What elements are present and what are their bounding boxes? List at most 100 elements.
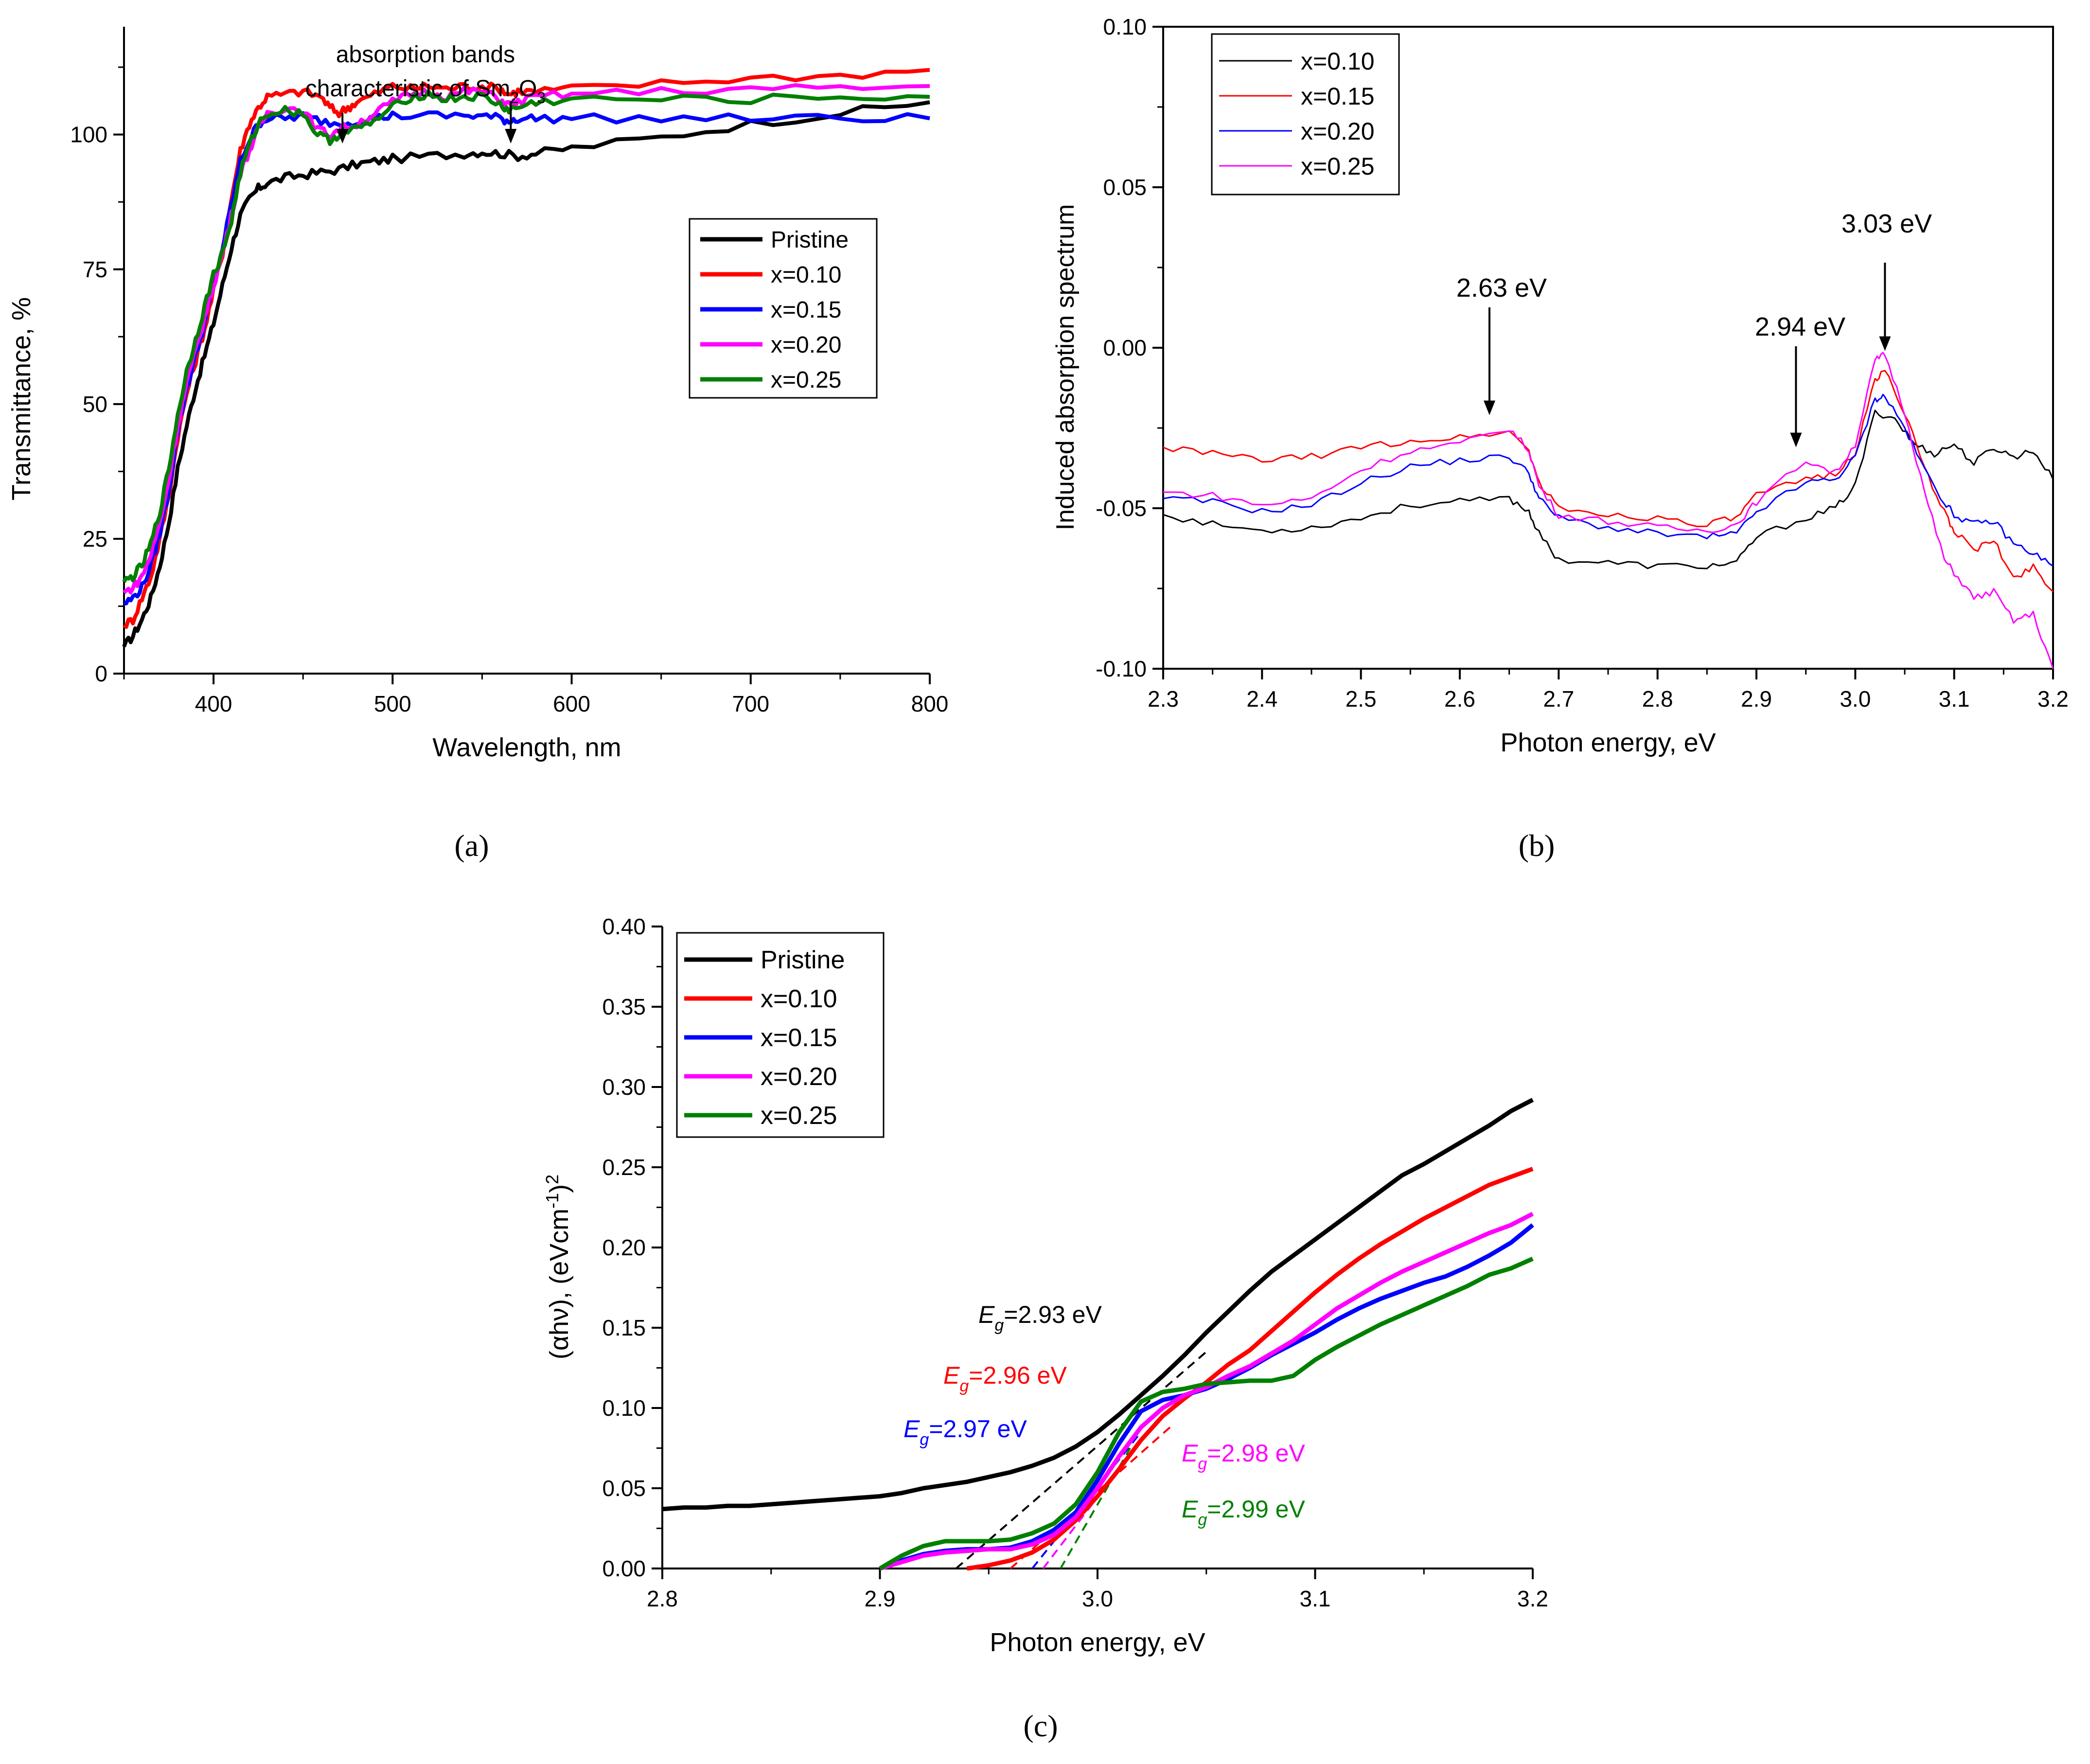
a-legend-label-x-0-10: x=0.10 bbox=[771, 262, 841, 288]
c-series-line-x-0-10 bbox=[966, 1167, 1534, 1571]
c-tangent-line-5 bbox=[1060, 1447, 1131, 1569]
c-annotation-value: =2.93 eV bbox=[1004, 1301, 1102, 1328]
c-annotation-e: E bbox=[1182, 1496, 1198, 1523]
c-legend-label-pristine: Pristine bbox=[761, 946, 845, 974]
panel-a-caption: (a) bbox=[454, 828, 489, 863]
b-x-tick-label: 3.1 bbox=[1939, 686, 1970, 712]
c-annotation-e: E bbox=[978, 1301, 995, 1328]
b-x-tick-label: 3.0 bbox=[1840, 686, 1871, 712]
b-y-tick-label: 0.00 bbox=[1103, 335, 1147, 360]
a-y-tick-label: 0 bbox=[95, 661, 107, 686]
b-series-line-x-0-10 bbox=[1163, 410, 2054, 570]
b-y-tick-label: 0.10 bbox=[1103, 14, 1147, 39]
c-x-tick-label: 2.9 bbox=[865, 1586, 896, 1611]
b-y-tick-label: -0.05 bbox=[1096, 496, 1147, 521]
b-series-line-x-0-25 bbox=[1163, 352, 2054, 669]
c-x-tick-label: 2.8 bbox=[647, 1586, 678, 1611]
a-annotation-arrow-2-head bbox=[505, 129, 517, 143]
c-annotation-eg-2-96-ev: Eg=2.96 eV bbox=[943, 1362, 1067, 1395]
panel-b-induced-absorption-chart: 2.3 2.4 2.5 2.6 2.7 2.8 2.9 3.0 3.1 3.2 Photon ene… bbox=[1051, 14, 2069, 757]
c-y-axis-label-prefix: (αhν), (eVcm bbox=[545, 1209, 574, 1359]
b-legend-label-x-0-25: x=0.25 bbox=[1301, 153, 1375, 180]
a-y-tick-label: 50 bbox=[83, 392, 107, 417]
b-annotation-2-63-ev: 2.63 eV bbox=[1456, 273, 1547, 303]
c-y-tick-label: 0.15 bbox=[602, 1315, 646, 1340]
c-annotation-value: =2.98 eV bbox=[1207, 1440, 1305, 1467]
c-annotation-value: =2.97 eV bbox=[929, 1415, 1027, 1443]
c-annotation-subscript-g: g bbox=[920, 1430, 929, 1449]
c-x-tick-label: 3.2 bbox=[1517, 1586, 1548, 1611]
c-annotation-e: E bbox=[1182, 1440, 1198, 1467]
c-y-axis-label-close: ) bbox=[545, 1184, 574, 1193]
c-annotation-e: E bbox=[943, 1362, 960, 1389]
a-y-tick-label: 75 bbox=[83, 257, 107, 282]
b-y-tick-label: -0.10 bbox=[1096, 656, 1147, 681]
c-annotation-subscript-g: g bbox=[994, 1316, 1004, 1335]
b-series-line-x-0-15 bbox=[1163, 370, 2054, 592]
c-legend-box bbox=[676, 932, 885, 1138]
c-annotation-subscript-g: g bbox=[1198, 1455, 1207, 1473]
b-x-tick-label: 3.2 bbox=[2037, 686, 2069, 712]
a-annotation-o: O bbox=[519, 76, 537, 102]
a-legend-label-x-0-20: x=0.20 bbox=[771, 332, 841, 358]
b-y-axis-label: Induced absorption spectrum bbox=[1051, 204, 1080, 531]
panel-b-caption: (b) bbox=[1519, 828, 1555, 863]
a-x-tick-label: 500 bbox=[374, 691, 411, 716]
c-annotation-value: =2.99 eV bbox=[1207, 1496, 1305, 1523]
c-y-tick-label: 0.10 bbox=[602, 1395, 646, 1421]
b-series-line-x-0-20 bbox=[1163, 393, 2054, 567]
c-series-line-x-0-20 bbox=[879, 1212, 1534, 1571]
b-legend-label-x-0-15: x=0.15 bbox=[1301, 83, 1375, 110]
c-annotation-eg-2-99-ev: Eg=2.99 eV bbox=[1182, 1496, 1305, 1529]
b-annotation-3-03-ev: 3.03 eV bbox=[1842, 209, 1932, 238]
a-legend-label-pristine: Pristine bbox=[771, 227, 849, 253]
a-annotation-line1: absorption bands bbox=[336, 42, 515, 68]
a-x-tick-label: 400 bbox=[195, 691, 232, 716]
c-y-tick-label: 0.30 bbox=[602, 1074, 646, 1100]
a-series-line-pristine bbox=[122, 100, 930, 647]
a-series-line-x-0-25 bbox=[122, 89, 930, 583]
b-x-tick-label: 2.6 bbox=[1444, 686, 1475, 712]
a-y-axis-label: Transmittance, % bbox=[7, 297, 36, 500]
c-annotation-eg-2-93-ev: Eg=2.93 eV bbox=[978, 1301, 1102, 1335]
c-legend-label-x-0-15: x=0.15 bbox=[761, 1024, 837, 1052]
b-annotation-arrow-3-03-ev-head bbox=[1879, 336, 1891, 351]
a-annotation-subscript-1: 2 bbox=[510, 89, 519, 107]
c-legend-label-x-0-25: x=0.25 bbox=[761, 1102, 837, 1130]
b-annotation-2-94-ev: 2.94 eV bbox=[1755, 312, 1845, 341]
c-y-tick-label: 0.20 bbox=[602, 1235, 646, 1260]
c-legend-label-x-0-20: x=0.20 bbox=[761, 1063, 837, 1091]
c-tangent-line-1 bbox=[955, 1351, 1207, 1569]
a-annotation-subscript-2: 3 bbox=[537, 89, 546, 107]
c-y-axis-label: (αhν), (eVcm-1)2 bbox=[542, 1175, 574, 1359]
c-y-tick-label: 0.05 bbox=[602, 1476, 646, 1501]
c-y-tick-label: 0.40 bbox=[602, 914, 646, 939]
b-x-tick-label: 2.8 bbox=[1642, 686, 1673, 712]
c-annotation-subscript-g: g bbox=[1198, 1511, 1207, 1529]
b-x-tick-label: 2.7 bbox=[1543, 686, 1574, 712]
b-x-tick-label: 2.4 bbox=[1246, 686, 1277, 712]
panel-a-transmittance-chart: 400 500 600 700 800 Wavelength, nm 0 25 50 75 100 T… bbox=[7, 27, 948, 762]
c-series-line-x-0-25 bbox=[879, 1256, 1534, 1570]
a-x-tick-label: 800 bbox=[911, 691, 949, 716]
c-x-axis-label: Photon energy, eV bbox=[990, 1628, 1205, 1657]
c-annotation-eg-2-98-ev: Eg=2.98 eV bbox=[1182, 1440, 1305, 1473]
c-series-line-pristine bbox=[662, 1098, 1534, 1512]
a-x-tick-label: 600 bbox=[553, 691, 590, 716]
b-legend-label-x-0-20: x=0.20 bbox=[1301, 118, 1375, 145]
b-annotation-arrow-2-94-ev-head bbox=[1790, 432, 1802, 447]
b-x-tick-label: 2.3 bbox=[1148, 686, 1179, 712]
a-series-line-x-0-20 bbox=[123, 83, 930, 595]
b-x-axis-label: Photon energy, eV bbox=[1500, 728, 1716, 757]
b-annotation-arrow-2-63-ev-head bbox=[1484, 400, 1495, 415]
c-x-tick-label: 3.1 bbox=[1300, 1586, 1331, 1611]
c-annotation-subscript-g: g bbox=[959, 1377, 969, 1395]
c-legend-label-x-0-10: x=0.10 bbox=[761, 985, 837, 1013]
c-y-axis-label-superscript-2: 2 bbox=[542, 1175, 562, 1184]
panel-c-tauc-plot-chart: 2.8 2.9 3.0 3.1 3.2 Photon energy, eV 0.00 0.05… bbox=[542, 914, 1548, 1657]
a-annotation-arrow-1-head bbox=[337, 129, 349, 143]
a-annotation-line2: characteristic of Sm2O3 bbox=[305, 76, 546, 107]
c-annotation-eg-2-97-ev: Eg=2.97 eV bbox=[903, 1415, 1027, 1449]
a-x-axis-label: Wavelength, nm bbox=[432, 733, 621, 762]
c-y-tick-label: 0.35 bbox=[602, 994, 646, 1019]
